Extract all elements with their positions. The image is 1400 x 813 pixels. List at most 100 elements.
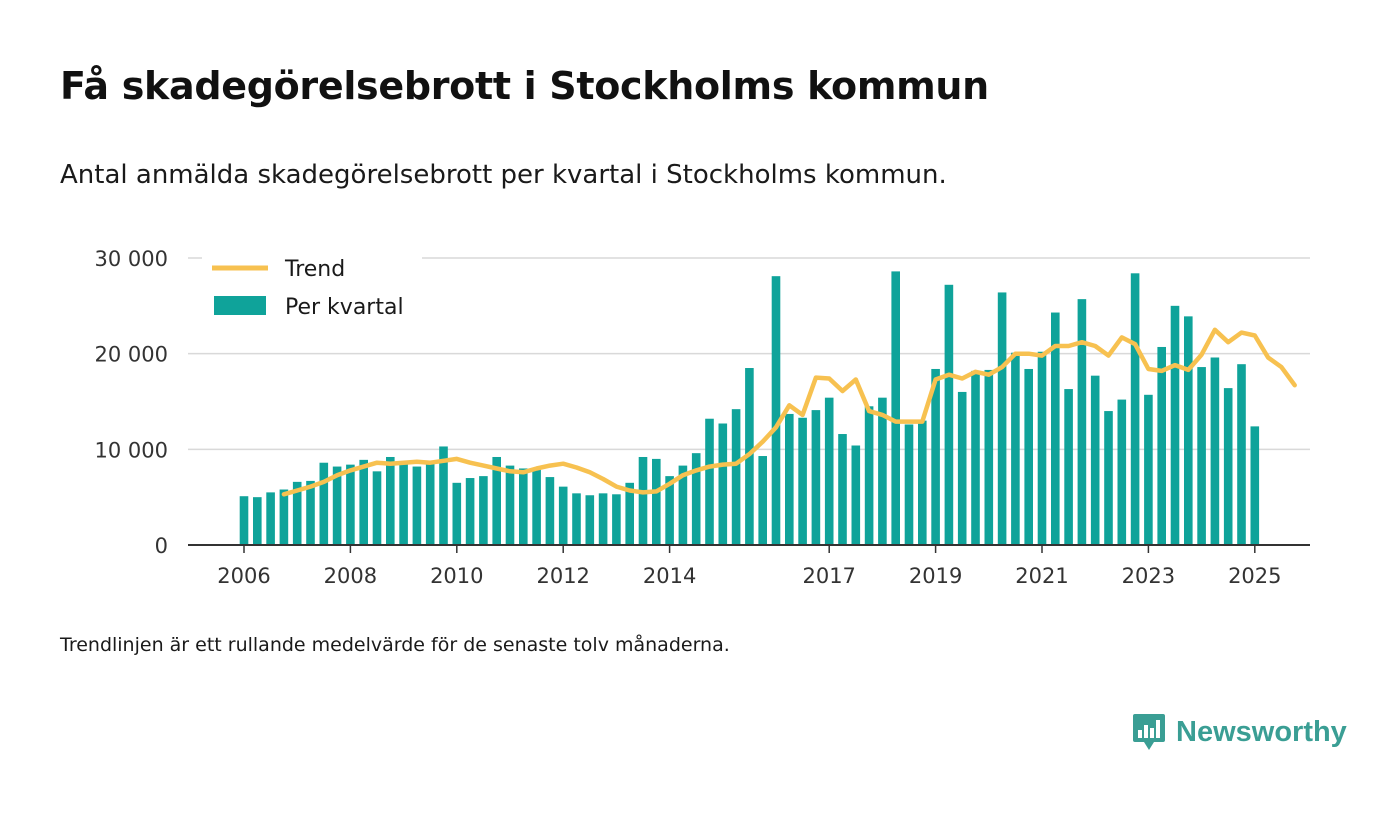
x-tick-label: 2008 <box>324 564 377 588</box>
bar <box>652 458 661 545</box>
trend-line-layer <box>281 327 1297 497</box>
bar <box>665 476 674 545</box>
footnote: Trendlinjen är ett rullande medelvärde f… <box>60 634 730 656</box>
bar <box>691 453 701 545</box>
x-tick-label: 2021 <box>1015 564 1068 588</box>
bar <box>1157 346 1166 545</box>
bar <box>864 406 874 545</box>
bar <box>279 489 289 545</box>
brand-logo: Newsworthy <box>1132 712 1347 752</box>
trend-line <box>281 327 1297 497</box>
bar <box>558 486 568 545</box>
bar <box>944 284 954 545</box>
bar <box>1250 426 1260 545</box>
brand-name: Newsworthy <box>1176 715 1347 748</box>
bar <box>904 424 914 545</box>
chart: 0 10 000 20 000 30 000 2006 2008 2010 2012 2014 2… <box>95 246 1310 588</box>
bar <box>625 482 634 545</box>
x-tick-label: 2025 <box>1228 564 1281 588</box>
x-tick-label: 2006 <box>217 564 270 588</box>
bar <box>439 446 448 545</box>
bar <box>918 420 927 545</box>
bar <box>984 369 994 545</box>
legend-bar-label: Per kvartal <box>285 295 404 320</box>
bar <box>386 456 395 545</box>
bar <box>1051 312 1060 545</box>
bar <box>931 368 940 545</box>
bar <box>1170 305 1180 545</box>
axes: 0 10 000 20 000 30 000 2006 2008 2010 2012 2014 2… <box>95 247 1310 588</box>
bar <box>1130 273 1140 545</box>
bar <box>292 481 302 545</box>
legend-bar-swatch <box>214 296 266 315</box>
bar <box>824 397 834 545</box>
bar <box>505 465 515 545</box>
x-tick-label: 2012 <box>536 564 589 588</box>
y-tick-label: 20 000 <box>95 343 168 367</box>
bar <box>266 492 275 545</box>
bar <box>771 276 781 545</box>
bar <box>359 459 368 545</box>
bar <box>253 497 262 545</box>
bar <box>1144 394 1153 545</box>
bar <box>399 463 408 545</box>
bar <box>1077 299 1087 545</box>
bar <box>332 466 342 545</box>
bar <box>319 462 329 545</box>
y-tick-label: 10 000 <box>95 438 168 462</box>
x-tick-label: 2023 <box>1122 564 1175 588</box>
x-tick-label: 2014 <box>643 564 696 588</box>
bar <box>957 391 967 545</box>
bar <box>878 397 887 545</box>
bar <box>239 496 249 545</box>
legend-background <box>202 246 422 330</box>
bar <box>971 370 980 545</box>
bar <box>678 465 688 545</box>
bar <box>785 413 794 545</box>
bar <box>838 434 847 545</box>
newsworthy-logo-icon <box>1133 714 1165 750</box>
bar <box>519 468 528 545</box>
bar <box>758 456 767 545</box>
bar <box>306 480 315 545</box>
bar <box>1223 388 1233 545</box>
bar <box>412 466 422 545</box>
y-tick-label: 30 000 <box>95 247 168 271</box>
bar <box>372 471 382 545</box>
y-tick-label: 0 <box>155 534 168 558</box>
bar <box>1184 316 1193 545</box>
bar <box>1197 367 1206 545</box>
bar <box>572 493 581 545</box>
bar <box>705 418 714 545</box>
bar <box>425 460 435 545</box>
bar <box>718 423 728 545</box>
bar <box>452 482 462 545</box>
bar <box>1104 411 1113 545</box>
bar <box>1064 389 1073 545</box>
bar <box>731 409 741 545</box>
bar <box>1117 399 1127 545</box>
bar <box>798 417 807 545</box>
bar <box>598 493 608 545</box>
bar <box>638 456 648 545</box>
chart-subtitle: Antal anmälda skadegörelsebrott per kvar… <box>60 160 947 190</box>
bar <box>492 456 501 545</box>
bar <box>997 292 1007 545</box>
bar <box>811 410 821 545</box>
x-tick-label: 2010 <box>430 564 483 588</box>
legend: Trend Per kvartal <box>202 246 422 330</box>
bar <box>1037 351 1047 545</box>
bar <box>1011 352 1020 545</box>
bar <box>545 477 555 545</box>
bar <box>1090 375 1100 545</box>
bar <box>891 271 900 545</box>
legend-trend-label: Trend <box>284 257 345 282</box>
chart-title: Få skadegörelsebrott i Stockholms kommun <box>60 64 989 108</box>
bar <box>612 494 621 545</box>
bar <box>1210 357 1220 545</box>
bar <box>1237 364 1246 545</box>
bar <box>479 476 488 545</box>
bar <box>532 467 541 545</box>
bar <box>585 495 595 545</box>
x-tick-label: 2019 <box>909 564 962 588</box>
